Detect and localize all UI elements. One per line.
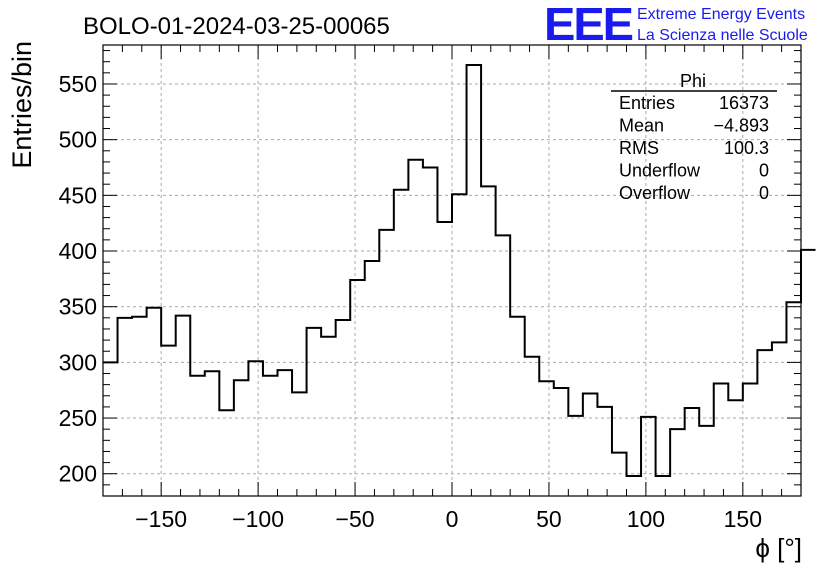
stats-value-rms: 100.3	[724, 138, 769, 158]
y-tick-label: 200	[59, 461, 97, 487]
y-tick-label: 500	[59, 127, 97, 153]
y-tick-label: 450	[59, 182, 97, 208]
y-tick-label: 400	[59, 238, 97, 264]
x-tick-label: −50	[336, 506, 375, 532]
stats-label-mean: Mean	[619, 116, 664, 136]
y-axis-label: Entries/bin	[7, 41, 37, 169]
y-tick-label: 250	[59, 405, 97, 431]
x-tick-label: −100	[232, 506, 284, 532]
stats-label-underflow: Underflow	[619, 161, 701, 181]
x-tick-label: 0	[446, 506, 459, 532]
axis-ticks	[102, 45, 802, 496]
x-axis-label: ϕ [°]	[755, 533, 802, 563]
stats-value-mean: −4.893	[713, 116, 769, 136]
x-tick-label: 50	[536, 506, 562, 532]
stats-label-entries: Entries	[619, 93, 675, 113]
grid-lines	[103, 45, 801, 496]
y-tick-label: 550	[59, 71, 97, 97]
branding-line-1: Extreme Energy Events	[637, 6, 805, 23]
stats-value-overflow: 0	[759, 183, 769, 203]
stats-value-underflow: 0	[759, 161, 769, 181]
eee-logo: EEE	[544, 0, 632, 50]
stats-box: Phi Entries 16373 Mean −4.893 RMS 100.3 Underf…	[611, 71, 777, 203]
y-tick-label: 350	[59, 294, 97, 320]
x-tick-label: 150	[724, 506, 762, 532]
stats-value-entries: 16373	[719, 93, 769, 113]
x-tick-label: −150	[135, 506, 187, 532]
stats-label-rms: RMS	[619, 138, 659, 158]
y-tick-label: 300	[59, 349, 97, 375]
stats-box-title: Phi	[680, 71, 706, 91]
x-tick-label: 100	[627, 506, 665, 532]
stats-label-overflow: Overflow	[619, 183, 691, 203]
stats-box-rows: Entries 16373 Mean −4.893 RMS 100.3 Underflow 0…	[619, 93, 769, 203]
chart-title: BOLO-01-2024-03-25-00065	[83, 13, 390, 40]
x-tick-labels: −150 −100 −50 0 50 100 150	[135, 506, 762, 532]
y-tick-labels: 200 250 300 350 400 450 500 550	[59, 71, 97, 487]
branding-line-2: La Scienza nelle Scuole	[637, 27, 808, 44]
histogram-line	[103, 64, 816, 477]
